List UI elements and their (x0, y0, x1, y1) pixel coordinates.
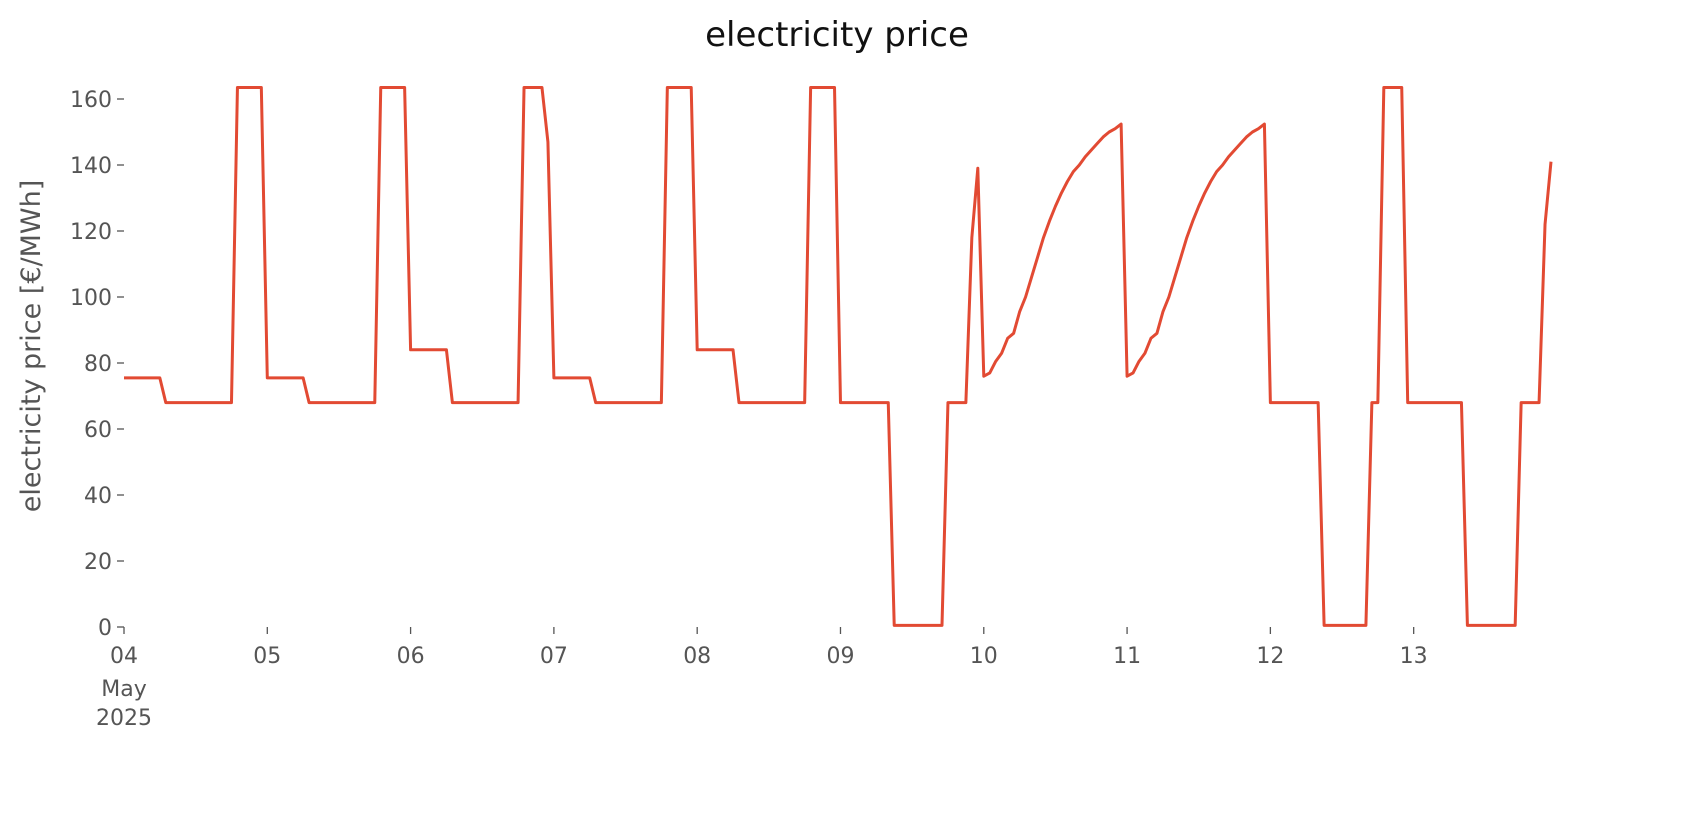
x-tick-label: 13 (1400, 644, 1428, 669)
y-tick-label: 20 (84, 550, 112, 575)
y-tick-label: 140 (70, 154, 112, 179)
x-tick-label: 06 (397, 644, 425, 669)
x-tick-label: 09 (826, 644, 854, 669)
y-tick-label: 120 (70, 220, 112, 245)
x-tick-month: May (101, 677, 146, 702)
chart-title: electricity price (705, 15, 969, 55)
x-tick-label: 12 (1256, 644, 1284, 669)
x-tick-label: 07 (540, 644, 568, 669)
y-tick-label: 160 (70, 88, 112, 113)
x-tick-label: 11 (1113, 644, 1141, 669)
y-tick-label: 80 (84, 352, 112, 377)
x-tick-label: 05 (253, 644, 281, 669)
x-tick-label: 08 (683, 644, 711, 669)
price-line (124, 85, 1553, 627)
y-tick-label: 60 (84, 418, 112, 443)
y-tick-label: 0 (98, 616, 112, 641)
y-tick-label: 40 (84, 484, 112, 509)
y-axis-label: electricity price [€/MWh] (16, 180, 47, 512)
y-tick-label: 100 (70, 286, 112, 311)
x-tick-label: 10 (970, 644, 998, 669)
x-tick-label: 04 (110, 644, 138, 669)
x-tick-year: 2025 (96, 706, 152, 731)
